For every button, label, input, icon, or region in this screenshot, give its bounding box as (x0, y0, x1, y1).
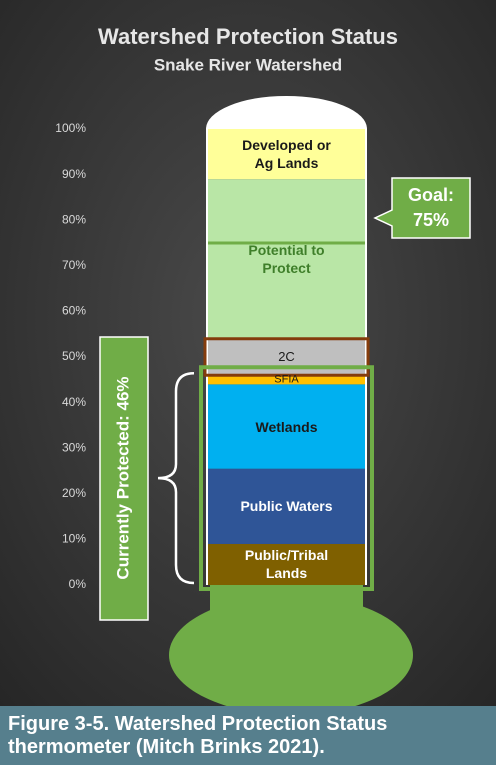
y-tick-label: 20% (62, 486, 86, 500)
y-tick-label: 30% (62, 440, 86, 454)
y-tick-label: 10% (62, 532, 86, 546)
y-tick-label: 100% (55, 121, 86, 135)
page: Watershed Protection Status Snake River … (0, 0, 496, 765)
y-tick-label: 50% (62, 349, 86, 363)
segment-label: Public/Tribal Lands (237, 546, 337, 582)
protected-label: Currently Protected: 46% (113, 376, 132, 579)
y-tick-label: 90% (62, 167, 86, 181)
chart-title: Watershed Protection Status (98, 24, 398, 49)
y-tick-label: 40% (62, 395, 86, 409)
segment-label: Potential to Protect (232, 241, 342, 277)
y-tick-label: 70% (62, 258, 86, 272)
y-tick-label: 60% (62, 304, 86, 318)
segment-label: 2C (222, 348, 352, 366)
y-tick-label: 80% (62, 212, 86, 226)
tube-neck-top (210, 585, 363, 625)
goal-label: Goal: (408, 185, 454, 205)
segment-label: Wetlands (222, 418, 352, 436)
segment-label: SFIA (222, 374, 352, 385)
caption: Figure 3-5. Watershed Protection Status … (0, 706, 496, 765)
y-tick-label: 0% (69, 577, 87, 591)
chart-subtitle: Snake River Watershed (154, 55, 342, 74)
segment-label: Public Waters (222, 497, 352, 515)
segment-label: Developed or Ag Lands (232, 136, 342, 172)
goal-label: 75% (413, 210, 449, 230)
